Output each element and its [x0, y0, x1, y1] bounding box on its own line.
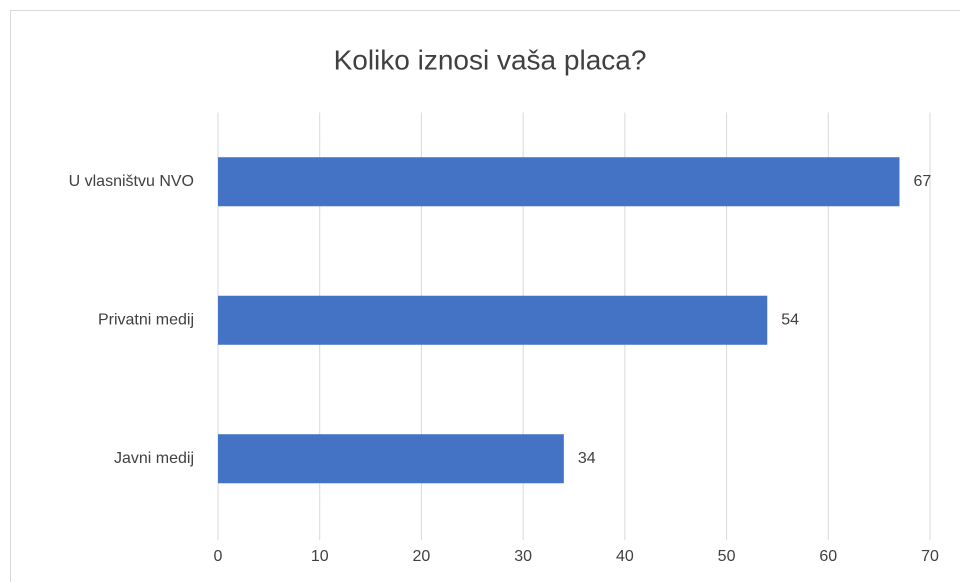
x-tick-label: 60: [819, 548, 837, 565]
x-tick-label: 20: [413, 548, 431, 565]
data-label: 34: [578, 450, 596, 467]
bar: [218, 434, 564, 484]
x-tick-label: 0: [214, 548, 223, 565]
data-label: 54: [781, 311, 799, 328]
x-tick-label: 40: [616, 548, 634, 565]
y-tick-label: Privatni medij: [98, 311, 194, 328]
x-tick-label: 70: [921, 548, 939, 565]
bar: [218, 295, 768, 345]
x-tick-label: 30: [514, 548, 532, 565]
bar: [218, 157, 900, 207]
y-tick-label: U vlasništvu NVO: [69, 173, 194, 190]
y-tick-label: Javni medij: [114, 450, 194, 467]
chart-title: Koliko iznosi vaša placa?: [334, 44, 647, 75]
data-label: 67: [913, 173, 931, 190]
x-tick-label: 10: [311, 548, 329, 565]
x-tick-label: 50: [718, 548, 736, 565]
